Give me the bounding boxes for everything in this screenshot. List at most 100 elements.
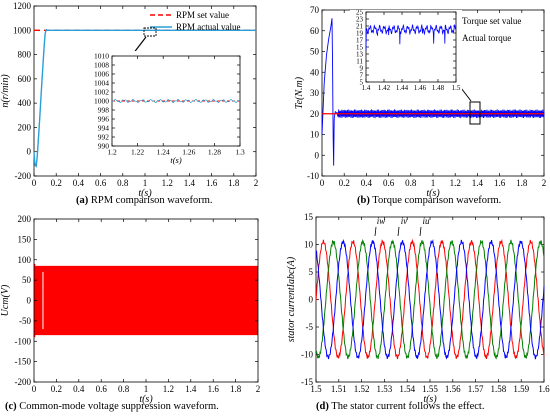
- caption-b-letter: (b): [357, 195, 370, 206]
- d-label-arrow-iv: [397, 226, 400, 237]
- a-ytick-label: -200: [15, 171, 32, 181]
- a-xtick-label: 1: [143, 178, 148, 188]
- c-ylabel: Ucm(V): [0, 284, 11, 316]
- c-ytick-label: -150: [15, 357, 32, 367]
- caption-d-letter: (d): [316, 401, 329, 412]
- d-ytick-label: 0: [309, 295, 314, 305]
- d-xtick-label: 1.56: [445, 384, 461, 394]
- c-xtick-label: 0: [32, 384, 37, 394]
- b-zoom-marker: [469, 101, 481, 125]
- a-inset-ytick-label: 1006: [94, 70, 109, 79]
- c-series-band: [34, 265, 259, 336]
- a-inset-ytick-label: 1000: [94, 97, 109, 106]
- a-inset-ytick-label: 1008: [94, 61, 109, 70]
- b-ytick-label: -10: [307, 171, 319, 181]
- b-inset-ytick-label: 23: [356, 15, 364, 23]
- d-xtick-label: 1.55: [422, 384, 438, 394]
- a-xtick-label: 1.6: [206, 178, 218, 188]
- c-xtick-label: 1.8: [230, 384, 242, 394]
- b-xtick-label: 2: [542, 178, 547, 188]
- a-xtick-label: 1.4: [184, 178, 196, 188]
- d-xtick-label: 1.53: [377, 384, 393, 394]
- d-ytick-label: -15: [301, 377, 313, 387]
- c-ytick-label: -100: [15, 336, 32, 346]
- c-xtick-label: 1.4: [185, 384, 197, 394]
- c-ytick-label: 50: [22, 275, 32, 285]
- b-inset-ytick-label: 17: [356, 36, 364, 44]
- a-legend-actual-label: RPM actual value: [176, 22, 241, 32]
- b-xtick-label: 0: [320, 178, 325, 188]
- c-ytick-label: -50: [19, 316, 31, 326]
- b-ytick-label: 0: [315, 150, 320, 160]
- b-ytick-label: 10: [310, 130, 320, 140]
- caption-c-letter: (c): [5, 401, 17, 412]
- b-xtick-label: 0.2: [339, 178, 350, 188]
- caption-d-text: The stator current follows the effect.: [328, 401, 485, 412]
- c-xtick-label: 0.2: [51, 384, 62, 394]
- b-inset-xtick-label: 1.44: [396, 84, 409, 92]
- a-inset-ytick-label: 1010: [94, 52, 109, 61]
- d-xtick-label: 1.58: [491, 384, 507, 394]
- a-xtick-label: 1.8: [228, 178, 240, 188]
- d-label-iw: iw: [377, 216, 386, 226]
- c-xlabel: t(s): [139, 394, 153, 405]
- a-ytick-label: 1200: [13, 1, 32, 11]
- b-inset-ytick-label: 5: [360, 78, 364, 86]
- a-ytick-label: 400: [18, 98, 32, 108]
- d-ytick-label: 5: [309, 267, 314, 277]
- b-inset-ytick-label: 11: [356, 57, 363, 65]
- b-xtick-label: 1.6: [494, 178, 506, 188]
- a-inset-background: [84, 51, 246, 173]
- a-inset-ytick-label: 1002: [94, 88, 109, 97]
- d-label-iv: iv: [401, 216, 408, 226]
- a-ytick-label: 600: [18, 74, 32, 84]
- a-ytick-label: 200: [18, 122, 32, 132]
- a-xtick-label: 0.2: [51, 178, 62, 188]
- b-inset-xtick-label: 1.48: [432, 84, 445, 92]
- b-ytick-label: 30: [310, 88, 320, 98]
- c-xtick-label: 0.8: [118, 384, 130, 394]
- d-ytick-label: 10: [304, 240, 314, 250]
- b-inset-ytick-label: 15: [356, 43, 364, 51]
- a-inset-ytick-label: 1004: [94, 79, 109, 88]
- a-inset-actual-line: [111, 98, 241, 104]
- a-inset-ytick-label: 990: [98, 142, 110, 151]
- b-ytick-label: 50: [310, 47, 320, 57]
- a-inset-xtick-label: 1.22: [131, 148, 144, 157]
- b-inset-xtick-label: 1.5: [452, 84, 461, 92]
- caption-b: (b) Torque comparison waveform.: [357, 195, 501, 206]
- b-inset-ytick-label: 13: [356, 50, 364, 58]
- b-xlabel: t(s): [426, 188, 440, 199]
- b-xtick-label: 0.4: [361, 178, 373, 188]
- b-inset-actual-line: [365, 23, 457, 51]
- b-xtick-label: 1.2: [450, 178, 461, 188]
- b-inset-background: [350, 10, 462, 94]
- d-xlabel: t(s): [423, 394, 437, 405]
- d-xtick-label: 1.51: [331, 384, 347, 394]
- b-inset-ytick-label: 25: [356, 8, 364, 16]
- b-legend-actual-label: Actual torque: [462, 33, 511, 43]
- d-ytick-label: 15: [304, 212, 314, 222]
- a-xlabel: t(s): [138, 188, 152, 199]
- c-xtick-label: 2: [256, 384, 261, 394]
- b-inset-xtick-label: 1.46: [414, 84, 427, 92]
- a-xtick-label: 0.8: [117, 178, 129, 188]
- c-ytick-label: 100: [18, 255, 32, 265]
- a-ytick-label: 1000: [13, 25, 32, 35]
- a-inset-xtick-label: 1.24: [157, 148, 170, 157]
- b-xtick-label: 1.4: [472, 178, 484, 188]
- a-inset-ytick-label: 996: [98, 115, 110, 124]
- caption-d: (d) The stator current follows the effec…: [316, 401, 484, 412]
- a-inset-ytick-label: 992: [98, 133, 110, 142]
- b-xtick-label: 1: [431, 178, 436, 188]
- caption-a: (a) RPM comparison waveform.: [76, 195, 212, 206]
- c-xtick-label: 1.6: [208, 384, 220, 394]
- b-xtick-label: 0.6: [383, 178, 395, 188]
- d-label-arrow-iw: [374, 226, 377, 237]
- d-xtick-label: 1.57: [468, 384, 484, 394]
- c-ytick-label: 150: [18, 234, 32, 244]
- d-xtick-label: 1.5: [310, 384, 322, 394]
- a-series-actual-line: [33, 28, 256, 168]
- caption-a-text: RPM comparison waveform.: [88, 195, 213, 206]
